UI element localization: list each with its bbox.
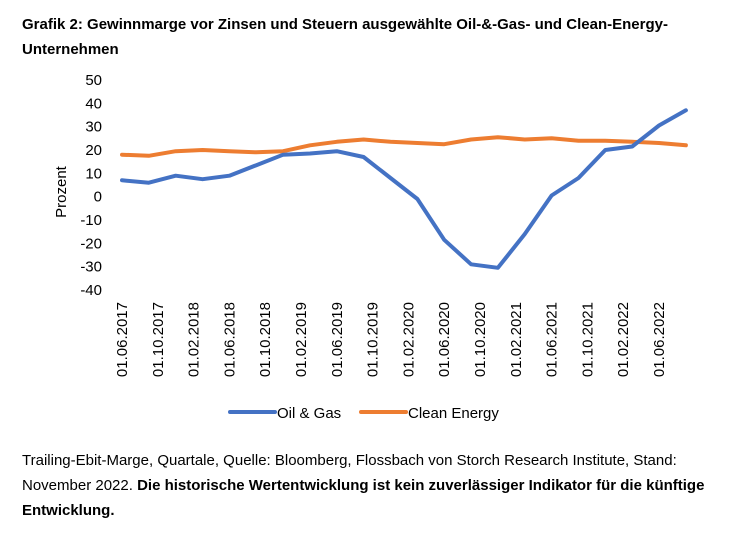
y-tick-label: -30 — [80, 259, 102, 276]
x-tick-label: 01.02.2018 — [186, 302, 203, 377]
x-tick-label: 01.10.2020 — [472, 302, 489, 377]
x-tick-label: 01.06.2020 — [436, 302, 453, 377]
x-axis-ticks: 01.06.2017 01.10.2017 01.02.2018 01.06.2018… — [114, 302, 668, 377]
x-tick-label: 01.06.2021 — [544, 302, 561, 377]
y-tick-label: 20 — [85, 142, 102, 159]
x-tick-label: 01.10.2018 — [257, 302, 274, 377]
legend-label-oil-gas: Oil & Gas — [277, 405, 341, 422]
x-tick-label: 01.06.2019 — [329, 302, 346, 377]
x-tick-label: 01.06.2022 — [651, 302, 668, 377]
x-tick-label: 01.02.2019 — [293, 302, 310, 377]
x-tick-label: 01.06.2017 — [114, 302, 131, 377]
legend: Oil & Gas Clean Energy — [228, 405, 499, 422]
y-tick-label: 30 — [85, 119, 102, 136]
y-axis-label: Prozent — [53, 165, 70, 218]
x-tick-label: 01.10.2021 — [579, 302, 596, 377]
y-tick-label: 40 — [85, 95, 102, 112]
y-tick-label: 50 — [85, 72, 102, 89]
y-tick-label: -10 — [80, 212, 102, 229]
x-tick-label: 01.02.2020 — [400, 302, 417, 377]
y-tick-label: 10 — [85, 165, 102, 182]
y-tick-label: -20 — [80, 235, 102, 252]
y-axis-ticks: 50 40 30 20 10 0 -10 -20 -30 -40 — [80, 72, 102, 299]
x-tick-label: 01.02.2021 — [508, 302, 525, 377]
y-tick-label: -40 — [80, 282, 102, 299]
series-lines — [120, 108, 688, 270]
x-tick-label: 01.02.2022 — [615, 302, 632, 377]
footer-note: Trailing-Ebit-Marge, Quartale, Quelle: B… — [22, 448, 722, 523]
legend-label-clean-energy: Clean Energy — [408, 405, 499, 422]
series-line-oil-gas — [120, 108, 688, 270]
x-tick-label: 01.06.2018 — [221, 302, 238, 377]
x-tick-label: 01.10.2019 — [365, 302, 382, 377]
x-tick-label: 01.10.2017 — [150, 302, 167, 377]
disclaimer: Die historische Wertentwicklung ist kein… — [22, 477, 705, 519]
source-note: Trailing-Ebit-Marge, Quartale, Quelle: B… — [22, 452, 677, 494]
y-tick-label: 0 — [94, 189, 102, 206]
chart-title: Grafik 2: Gewinnmarge vor Zinsen und Ste… — [22, 16, 668, 58]
series-line-clean-energy — [120, 135, 688, 158]
